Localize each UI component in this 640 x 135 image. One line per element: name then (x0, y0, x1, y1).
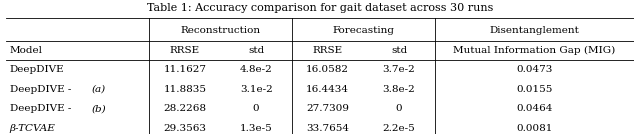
Text: RRSE: RRSE (170, 45, 200, 55)
Text: 0.0081: 0.0081 (516, 124, 552, 133)
Text: Model: Model (10, 45, 42, 55)
Text: 2.2e-5: 2.2e-5 (383, 124, 415, 133)
Text: 3.8e-2: 3.8e-2 (383, 85, 415, 94)
Text: 0: 0 (253, 104, 259, 113)
Text: 28.2268: 28.2268 (163, 104, 207, 113)
Text: DeepDIVE -: DeepDIVE - (10, 104, 74, 113)
Text: 16.0582: 16.0582 (306, 65, 349, 74)
Text: DeepDIVE -: DeepDIVE - (10, 85, 74, 94)
Text: 11.1627: 11.1627 (163, 65, 207, 74)
Text: 27.7309: 27.7309 (306, 104, 349, 113)
Text: 1.3e-5: 1.3e-5 (240, 124, 273, 133)
Text: RRSE: RRSE (312, 45, 342, 55)
Text: Forecasting: Forecasting (332, 26, 394, 35)
Text: std: std (391, 45, 407, 55)
Text: 0: 0 (396, 104, 403, 113)
Text: 0.0473: 0.0473 (516, 65, 552, 74)
Text: DeepDIVE: DeepDIVE (10, 65, 64, 74)
Text: 29.3563: 29.3563 (163, 124, 207, 133)
Text: 3.7e-2: 3.7e-2 (383, 65, 415, 74)
Text: 4.8e-2: 4.8e-2 (240, 65, 273, 74)
Text: 33.7654: 33.7654 (306, 124, 349, 133)
Text: Table 1: Accuracy comparison for gait dataset across 30 runs: Table 1: Accuracy comparison for gait da… (147, 3, 493, 13)
Text: 3.1e-2: 3.1e-2 (240, 85, 273, 94)
Text: 0.0155: 0.0155 (516, 85, 552, 94)
Text: (b): (b) (92, 104, 106, 113)
Text: Disentanglement: Disentanglement (489, 26, 579, 35)
Text: (a): (a) (92, 85, 106, 94)
Text: std: std (248, 45, 264, 55)
Text: Mutual Information Gap (MIG): Mutual Information Gap (MIG) (453, 45, 615, 55)
Text: Reconstruction: Reconstruction (180, 26, 260, 35)
Text: 11.8835: 11.8835 (163, 85, 207, 94)
Text: 0.0464: 0.0464 (516, 104, 552, 113)
Text: 16.4434: 16.4434 (306, 85, 349, 94)
Text: β-TCVAE: β-TCVAE (10, 124, 56, 133)
